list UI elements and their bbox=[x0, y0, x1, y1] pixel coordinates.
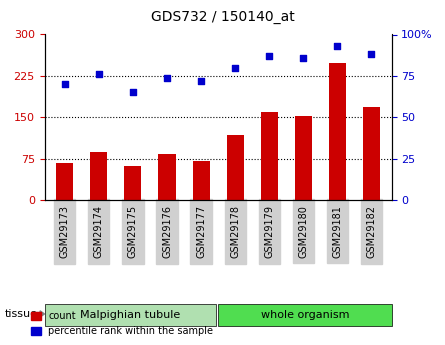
Text: GDS732 / 150140_at: GDS732 / 150140_at bbox=[150, 10, 295, 24]
Point bbox=[299, 55, 307, 60]
Bar bbox=[125, 166, 142, 200]
Bar bbox=[193, 161, 210, 200]
Point bbox=[163, 75, 170, 80]
Point bbox=[129, 90, 137, 95]
Point bbox=[334, 43, 341, 49]
Bar bbox=[363, 107, 380, 200]
Point bbox=[61, 81, 69, 87]
Bar bbox=[261, 112, 278, 200]
Text: Malpighian tubule: Malpighian tubule bbox=[80, 310, 180, 320]
Point bbox=[368, 52, 375, 57]
Point bbox=[231, 65, 239, 70]
Bar bbox=[158, 154, 175, 200]
Point bbox=[266, 53, 273, 59]
Text: tissue: tissue bbox=[4, 309, 37, 319]
Bar bbox=[227, 135, 243, 200]
Text: whole organism: whole organism bbox=[261, 310, 349, 320]
Bar bbox=[295, 116, 312, 200]
Point bbox=[95, 71, 102, 77]
Bar bbox=[90, 151, 107, 200]
Point bbox=[198, 78, 205, 83]
Legend: count, percentile rank within the sample: count, percentile rank within the sample bbox=[27, 307, 218, 340]
Bar bbox=[57, 162, 73, 200]
Bar bbox=[329, 63, 346, 200]
